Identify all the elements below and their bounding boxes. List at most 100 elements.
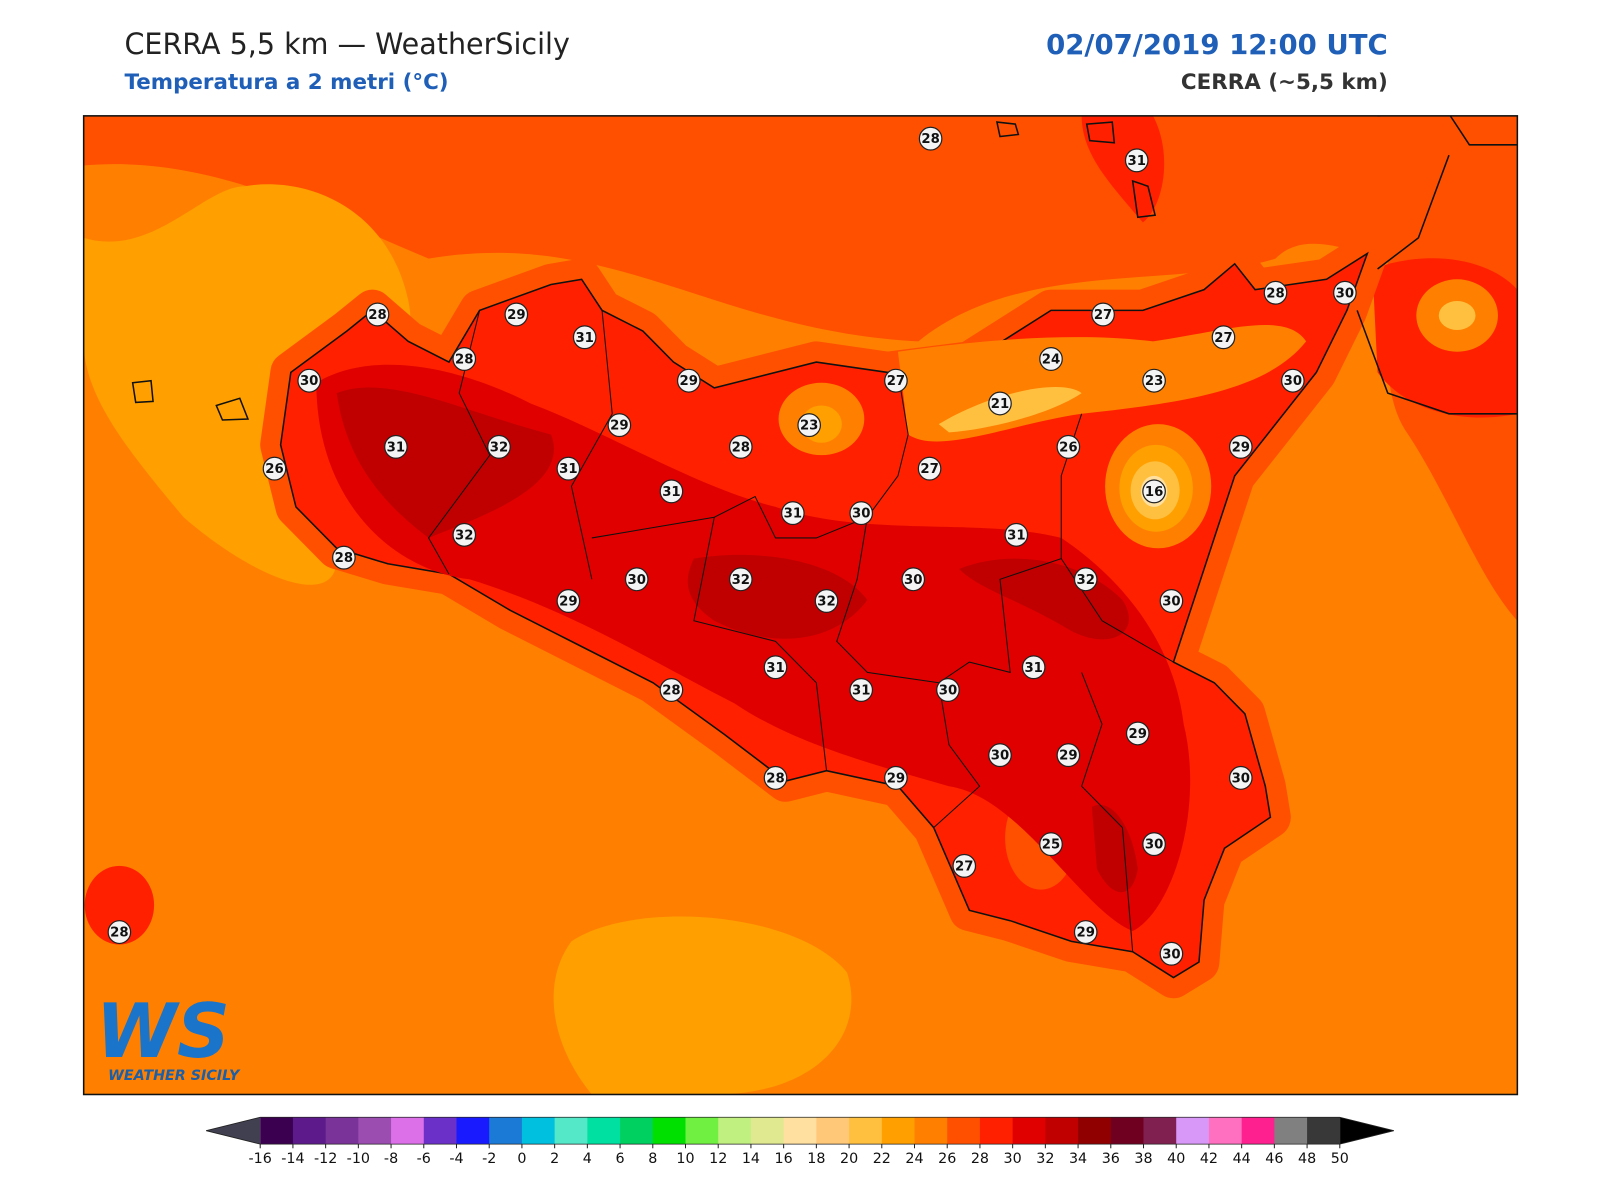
station-value: 24 [1042,352,1060,367]
colorbar-tick-label: 48 [1298,1151,1316,1167]
colorbar-tick-label: -14 [281,1151,304,1167]
colorbar-bin [456,1117,490,1145]
colorbar-tick-label: 32 [1036,1151,1054,1167]
station: 26 [262,456,287,481]
station-marker [297,368,322,393]
station: 16 [1142,479,1166,504]
station-value: 32 [455,528,473,543]
colorbar-tick-label: 4 [583,1151,592,1167]
station: 29 [1228,434,1253,459]
station-value: 28 [455,352,473,367]
station-value: 28 [335,551,353,566]
station-marker [572,325,597,350]
station: 29 [1073,920,1098,945]
station-marker [728,434,753,459]
station-marker [936,678,960,702]
colorbar-bin [554,1117,588,1145]
colorbar-tick-label: 10 [676,1151,694,1167]
station: 29 [676,368,701,393]
station-marker [262,456,287,481]
station: 32 [728,567,753,592]
colorbar-bin [1241,1117,1275,1145]
station: 31 [572,325,597,350]
station-marker [814,589,839,614]
colorbar-bin [260,1117,294,1145]
station: 32 [814,589,839,614]
station: 31 [1004,522,1029,547]
station: 30 [1142,832,1166,857]
colorbar-bin [620,1117,654,1145]
station-value: 28 [662,683,680,698]
station: 30 [1159,941,1184,966]
station-value: 29 [1232,440,1250,455]
station-marker [384,434,408,459]
colorbar-bin [947,1117,981,1145]
colorbar-bin [391,1117,425,1145]
station-value: 30 [1284,374,1302,389]
colorbar-tick-label: 28 [971,1151,989,1167]
station: 31 [556,456,581,481]
station: 31 [384,434,408,459]
station-marker [1073,567,1098,592]
colorbar-bin [1208,1117,1243,1145]
colorbar-tick-label: 38 [1134,1151,1152,1167]
station: 31 [1021,655,1046,680]
station-marker [1125,721,1150,746]
station: 21 [988,391,1012,416]
station: 32 [1073,567,1098,592]
station-marker [365,302,390,327]
station-marker [1211,325,1236,350]
station-marker [901,567,926,592]
station: 31 [781,501,805,526]
station-marker [556,589,581,614]
station-value: 25 [1042,838,1060,853]
station-marker [781,501,805,526]
station: 28 [452,346,477,371]
station: 28 [918,126,943,151]
colorbar-tick-label: 50 [1331,1151,1349,1167]
station-value: 23 [1145,374,1163,389]
colorbar-bin [1274,1117,1308,1145]
datetime: 02/07/2019 12:00 UTC [1046,28,1388,61]
station-value: 26 [265,462,283,477]
hot-core [316,364,1191,932]
station-marker [1159,941,1184,966]
station-marker [1142,832,1166,857]
logo-text: WEATHER SICILY [108,1068,241,1084]
colorbar-tick-label: 16 [775,1151,793,1167]
station-marker [1228,434,1253,459]
station: 28 [1263,280,1288,305]
station-marker [988,743,1012,768]
station-value: 29 [1059,749,1077,764]
colorbar-bin [718,1117,752,1145]
station-marker [676,368,701,393]
station-value: 32 [817,595,835,610]
station-value: 29 [610,419,628,434]
station-value: 30 [1145,838,1163,853]
station-marker [763,655,788,680]
station-marker [1228,765,1253,790]
station: 31 [659,479,684,504]
colorbar-tick-label: 24 [905,1151,923,1167]
colorbar-bin [914,1117,948,1145]
station-marker [1333,280,1357,305]
station-value: 29 [680,374,698,389]
station: 28 [332,545,356,570]
station: 31 [849,678,874,702]
station-value: 31 [784,507,802,522]
station-value: 30 [904,573,922,588]
station-value: 31 [852,683,870,698]
colorbar-tick-label: -2 [482,1151,496,1167]
station: 29 [504,302,529,327]
hottest-core [336,387,554,538]
station-value: 29 [559,595,577,610]
station: 32 [452,522,477,547]
station-marker [107,920,132,945]
station: 23 [797,413,822,438]
station-value: 31 [1007,528,1025,543]
colorbar-bin [1110,1117,1145,1145]
station-value: 27 [1214,331,1232,346]
station-value: 31 [766,661,784,676]
station-value: 27 [955,859,973,874]
colorbar-bin [423,1117,458,1145]
